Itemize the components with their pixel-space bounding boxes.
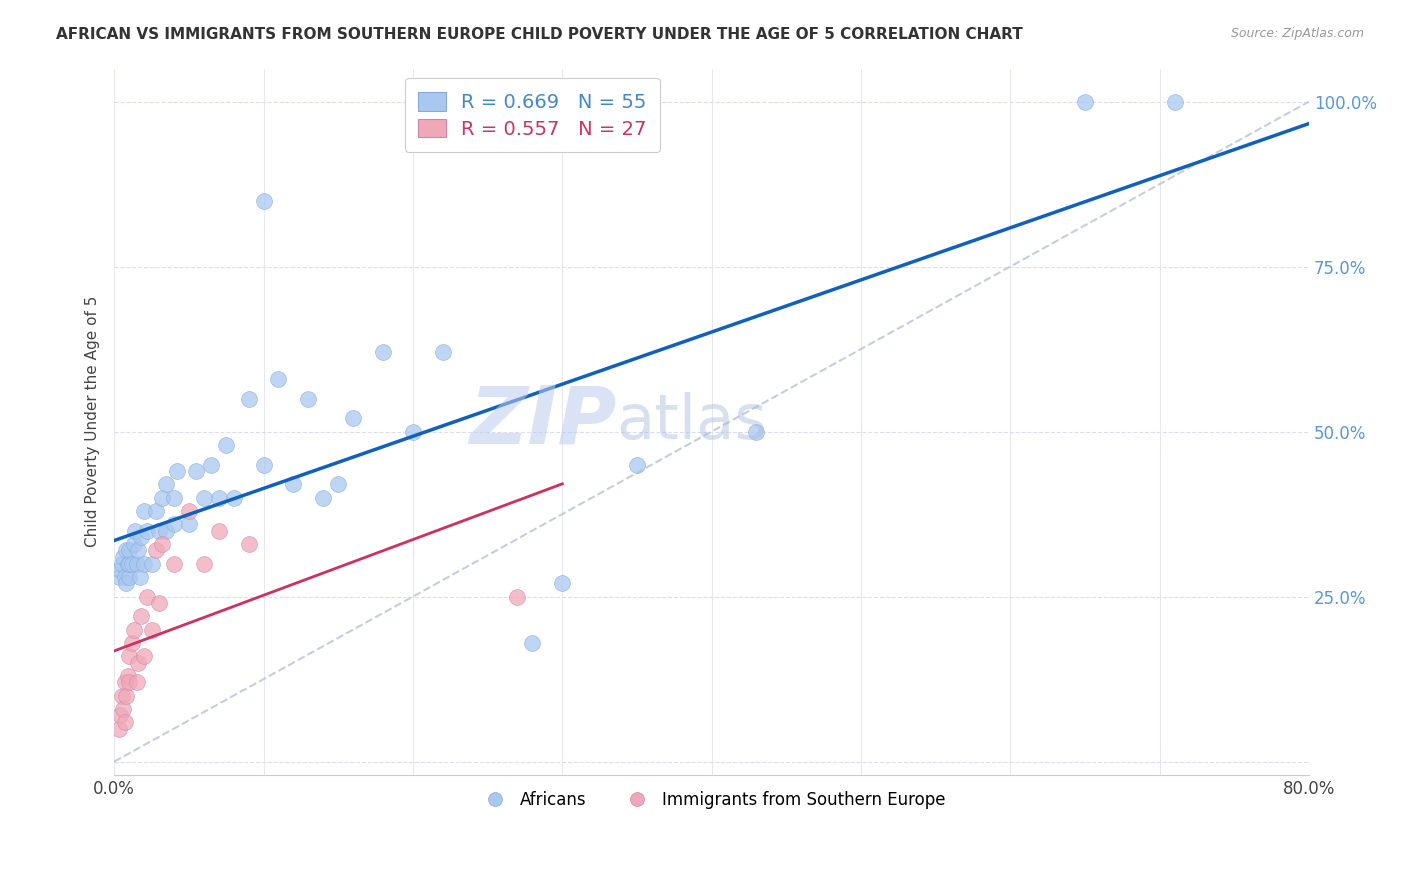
Point xyxy=(155,524,177,538)
Point xyxy=(1163,95,1185,109)
Point xyxy=(129,530,152,544)
Legend: Africans, Immigrants from Southern Europe: Africans, Immigrants from Southern Europ… xyxy=(471,785,952,816)
Point xyxy=(371,345,394,359)
Point xyxy=(124,524,146,538)
Point xyxy=(114,675,136,690)
Point xyxy=(117,557,139,571)
Text: AFRICAN VS IMMIGRANTS FROM SOUTHERN EUROPE CHILD POVERTY UNDER THE AGE OF 5 CORR: AFRICAN VS IMMIGRANTS FROM SOUTHERN EURO… xyxy=(56,27,1024,42)
Point xyxy=(166,464,188,478)
Point xyxy=(115,689,138,703)
Point xyxy=(115,576,138,591)
Point xyxy=(252,194,274,208)
Point xyxy=(132,557,155,571)
Point xyxy=(163,491,186,505)
Point xyxy=(297,392,319,406)
Point xyxy=(402,425,425,439)
Point xyxy=(193,557,215,571)
Point xyxy=(522,636,544,650)
Text: ZIP: ZIP xyxy=(468,383,616,460)
Point xyxy=(148,524,170,538)
Point xyxy=(132,648,155,663)
Point xyxy=(208,491,231,505)
Point xyxy=(163,557,186,571)
Text: atlas: atlas xyxy=(616,392,766,451)
Point xyxy=(215,438,238,452)
Point xyxy=(129,609,152,624)
Y-axis label: Child Poverty Under the Age of 5: Child Poverty Under the Age of 5 xyxy=(86,296,100,548)
Point xyxy=(148,596,170,610)
Point xyxy=(112,702,135,716)
Point xyxy=(155,477,177,491)
Point xyxy=(141,623,163,637)
Point xyxy=(177,504,200,518)
Point xyxy=(200,458,222,472)
Point xyxy=(118,570,141,584)
Point xyxy=(506,590,529,604)
Point xyxy=(108,708,131,723)
Point xyxy=(125,557,148,571)
Point xyxy=(121,636,143,650)
Point xyxy=(112,549,135,564)
Point xyxy=(107,570,129,584)
Point xyxy=(745,425,768,439)
Point xyxy=(145,543,167,558)
Point xyxy=(122,623,145,637)
Point xyxy=(150,491,173,505)
Point xyxy=(111,557,134,571)
Point xyxy=(118,675,141,690)
Text: Source: ZipAtlas.com: Source: ZipAtlas.com xyxy=(1230,27,1364,40)
Point xyxy=(121,557,143,571)
Point xyxy=(122,537,145,551)
Point xyxy=(208,524,231,538)
Point xyxy=(342,411,364,425)
Point xyxy=(127,656,149,670)
Point xyxy=(136,524,159,538)
Point xyxy=(551,576,574,591)
Point xyxy=(118,648,141,663)
Point xyxy=(145,504,167,518)
Point xyxy=(193,491,215,505)
Point xyxy=(222,491,245,505)
Point xyxy=(328,477,350,491)
Point xyxy=(108,563,131,577)
Point xyxy=(114,714,136,729)
Point xyxy=(111,689,134,703)
Point xyxy=(238,537,260,551)
Point xyxy=(132,504,155,518)
Point xyxy=(118,557,141,571)
Point xyxy=(150,537,173,551)
Point xyxy=(1074,95,1097,109)
Point xyxy=(107,722,129,736)
Point xyxy=(267,372,290,386)
Point xyxy=(128,570,150,584)
Point xyxy=(177,516,200,531)
Point xyxy=(125,675,148,690)
Point xyxy=(141,557,163,571)
Point xyxy=(252,458,274,472)
Point xyxy=(163,516,186,531)
Point xyxy=(127,543,149,558)
Point xyxy=(626,458,648,472)
Point xyxy=(136,590,159,604)
Point xyxy=(186,464,208,478)
Point xyxy=(312,491,335,505)
Point xyxy=(114,570,136,584)
Point xyxy=(118,543,141,558)
Point xyxy=(283,477,305,491)
Point xyxy=(238,392,260,406)
Point xyxy=(115,543,138,558)
Point xyxy=(432,345,454,359)
Point xyxy=(117,669,139,683)
